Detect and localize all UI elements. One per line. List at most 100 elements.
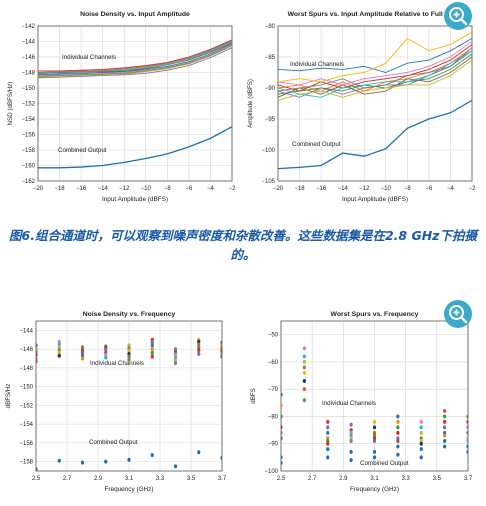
x-tick-label: −14: [338, 186, 349, 192]
y-tick-label: −162: [21, 179, 35, 185]
point-individual-channel: [326, 441, 330, 446]
point-individual-channel: [36, 352, 38, 357]
x-tick-label: −16: [76, 186, 87, 192]
point-individual-channel: [36, 343, 38, 348]
point-combined-output: [150, 453, 154, 458]
point-individual-channel: [57, 342, 61, 347]
point-combined-output: [419, 447, 423, 452]
x-tick-label: 3.1: [125, 476, 134, 482]
zoom-in-button[interactable]: [444, 2, 472, 30]
x-tick-label: −20: [33, 186, 44, 192]
series-line-combined-output: [38, 126, 232, 169]
point-individual-channel: [173, 361, 178, 366]
point-combined-output: [349, 449, 353, 454]
point-individual-channel: [281, 403, 283, 408]
point-individual-channel: [197, 348, 201, 353]
x-tick-label: 3.5: [187, 476, 196, 482]
x-tick-label: 3.7: [218, 476, 227, 482]
y-tick-label: −100: [264, 469, 278, 475]
point-individual-channel: [150, 340, 154, 345]
plot-frame: [35, 320, 223, 472]
y-tick-label: −100: [261, 148, 275, 154]
x-tick-label: −6: [185, 186, 193, 192]
y-axis-label: Amplitude (dBFS): [247, 79, 254, 128]
point-combined-output: [127, 457, 131, 462]
point-individual-channel: [396, 430, 400, 435]
series-line-channel-1: [38, 43, 232, 76]
point-individual-channel: [326, 430, 330, 435]
x-tick-label: 2.7: [63, 476, 72, 482]
series-line-channel-3: [38, 44, 232, 77]
y-axis-label: NSD (dBFS/Hz): [7, 82, 14, 126]
y-tick-label: −156: [19, 441, 33, 447]
zoom-in-button[interactable]: [444, 300, 472, 328]
annotation-individual-channels: Individual Channels: [90, 360, 144, 367]
point-combined-output: [443, 444, 447, 449]
point-combined-output: [419, 455, 423, 460]
y-tick-label: −105: [261, 179, 275, 185]
series-line-channel-4: [38, 39, 232, 72]
x-tick-label: 2.9: [94, 476, 103, 482]
point-individual-channel: [173, 358, 178, 363]
point-individual-channel: [443, 419, 447, 424]
point-individual-channel: [443, 425, 447, 430]
x-axis-label: Input Amplitude (dBFS): [102, 196, 168, 203]
point-combined-output: [396, 452, 400, 457]
point-individual-channel: [326, 419, 330, 424]
point-individual-channel: [173, 347, 178, 352]
x-tick-label: 3.7: [464, 476, 473, 482]
series-line-channel-10: [278, 47, 472, 92]
point-individual-channel: [281, 436, 283, 441]
point-combined-output: [57, 458, 61, 463]
plot-area: [278, 31, 472, 170]
point-individual-channel: [466, 430, 468, 435]
point-individual-channel: [57, 350, 61, 355]
y-tick-label: −60: [268, 360, 279, 366]
point-individual-channel: [443, 414, 447, 419]
point-individual-channel: [150, 354, 154, 359]
annotation-combined-output: Combined Output: [58, 147, 107, 154]
point-individual-channel: [419, 441, 423, 446]
point-individual-channel: [419, 425, 423, 430]
y-tick-label: −85: [265, 55, 276, 61]
point-individual-channel: [281, 392, 283, 397]
x-tick-label: 3.3: [401, 476, 410, 482]
y-tick-label: −158: [21, 148, 35, 154]
chart-title: Worst Spurs vs. Frequency: [331, 311, 419, 318]
chart-worst-spurs-vs-amplitude: Worst Spurs vs. Input Amplitude Relative…: [243, 0, 486, 215]
series-line-channel-1: [278, 38, 472, 73]
point-individual-channel: [150, 347, 154, 352]
point-combined-output: [372, 449, 377, 454]
point-individual-channel: [173, 349, 178, 354]
point-individual-channel: [36, 359, 38, 364]
point-individual-channel: [302, 359, 306, 364]
point-combined-output: [104, 459, 108, 464]
point-individual-channel: [419, 430, 423, 435]
point-combined-output: [466, 449, 468, 454]
x-tick-label: −2: [229, 186, 237, 192]
point-combined-output: [197, 450, 201, 455]
series-line-channel-11: [278, 31, 472, 83]
point-combined-output: [326, 455, 330, 460]
point-individual-channel: [127, 354, 131, 359]
point-combined-output: [80, 460, 85, 465]
x-tick-label: 2.7: [308, 476, 317, 482]
x-tick-label: 3.3: [156, 476, 165, 482]
point-individual-channel: [57, 345, 61, 350]
point-individual-channel: [466, 414, 468, 419]
point-individual-channel: [127, 346, 131, 351]
point-individual-channel: [302, 370, 306, 375]
chart-worst-spurs-vs-frequency: Worst Spurs vs. Frequency 2.5 2.7 2.9 3.1 3.3…: [243, 300, 486, 506]
point-individual-channel: [443, 433, 447, 438]
point-individual-channel: [396, 419, 400, 424]
y-tick-label: −95: [265, 117, 276, 123]
y-tick-label: −146: [19, 347, 33, 353]
point-combined-output: [173, 464, 178, 469]
plot-area: [38, 39, 232, 169]
point-individual-channel: [127, 349, 131, 353]
y-tick-label: −150: [19, 385, 33, 391]
point-individual-channel: [466, 425, 468, 430]
x-tick-label: −4: [447, 186, 455, 192]
point-individual-channel: [197, 339, 201, 344]
x-tick-label: 3.1: [370, 476, 379, 482]
